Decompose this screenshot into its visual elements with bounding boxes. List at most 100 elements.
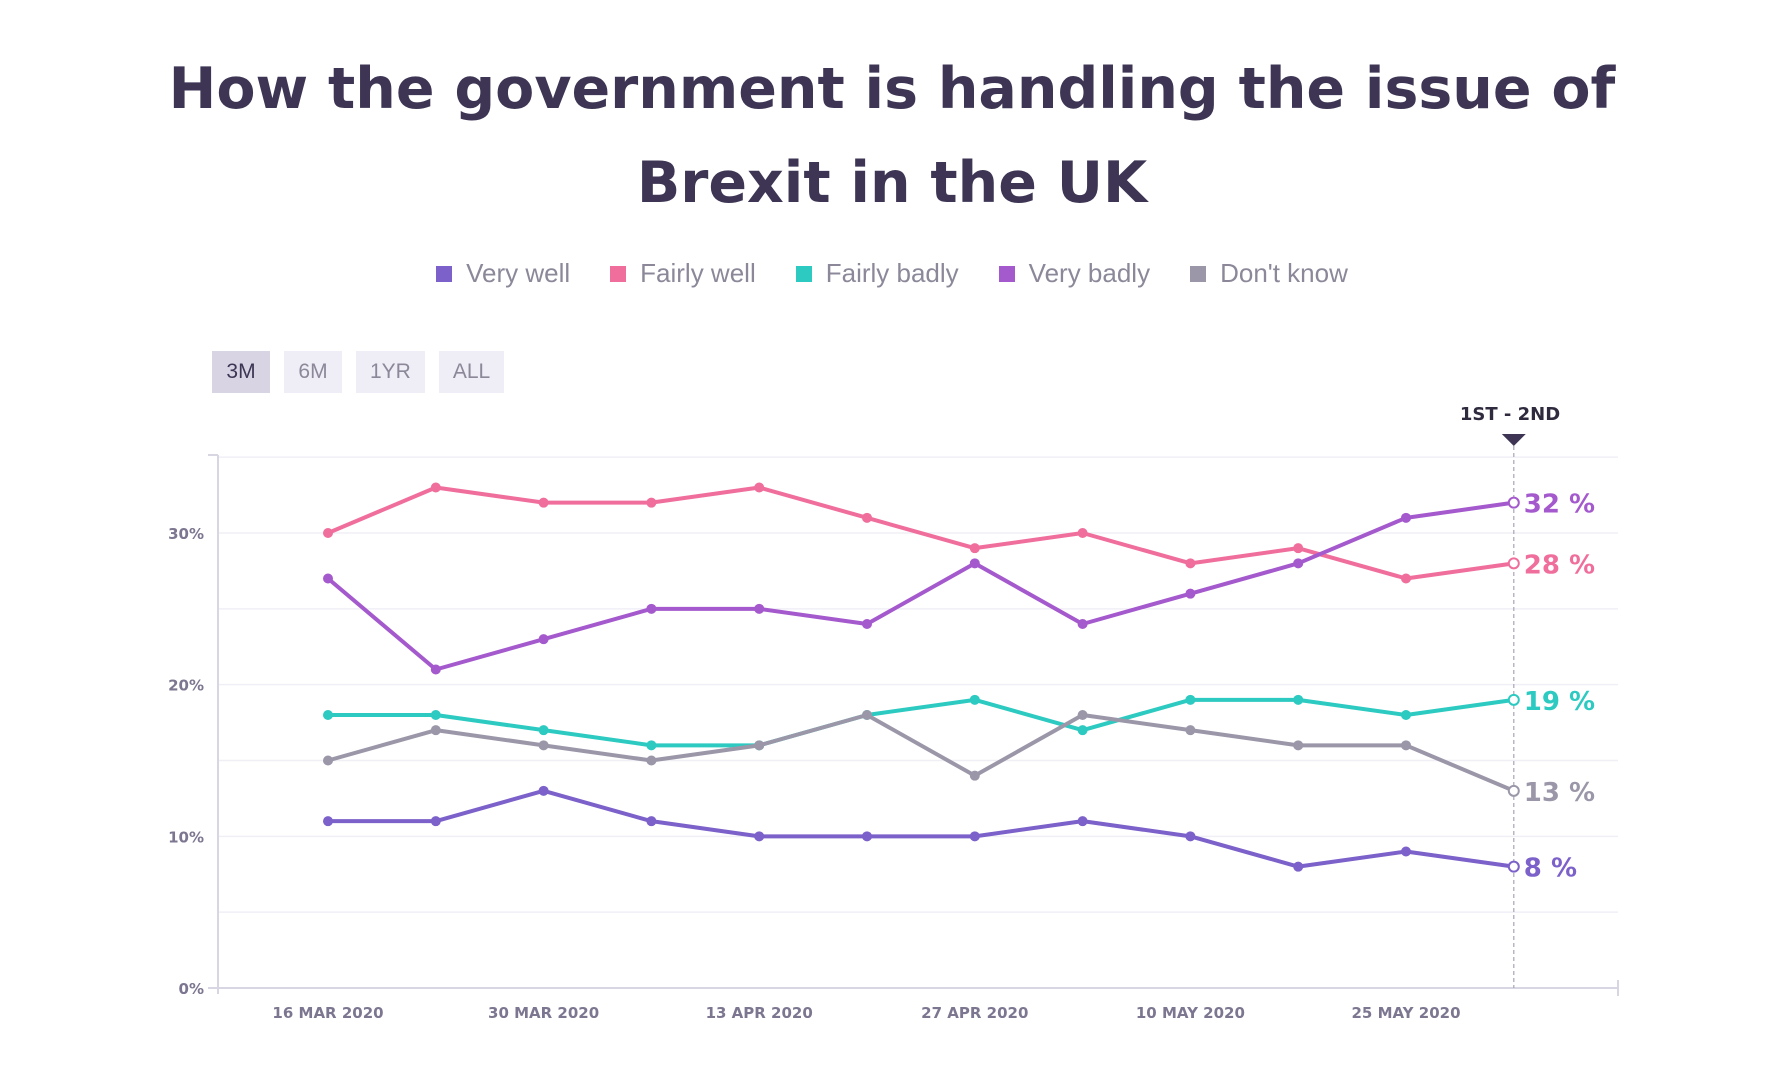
legend-item-fairly-well[interactable]: Fairly well xyxy=(610,258,756,289)
data-point-very-badly xyxy=(1077,619,1088,629)
data-point-don-t-know xyxy=(1185,725,1196,736)
data-point-fairly-badly xyxy=(1507,693,1520,706)
chart-title-line-1: How the government is handling the issue… xyxy=(168,56,1616,122)
data-point-fairly-well xyxy=(1401,573,1411,584)
data-point-fairly-badly xyxy=(1401,710,1411,720)
y-tick-label: 10% xyxy=(168,828,204,846)
legend-item-dont-know[interactable]: Don't know xyxy=(1190,258,1348,289)
range-button-1yr[interactable]: 1YR xyxy=(356,351,425,393)
data-point-don-t-know xyxy=(323,755,333,766)
range-button-6m[interactable]: 6M xyxy=(284,351,342,393)
x-tick-label: 13 APR 2020 xyxy=(706,1004,813,1022)
data-point-very-well xyxy=(1507,860,1520,873)
chart-title-line-2: Brexit in the UK xyxy=(636,150,1148,216)
data-point-fairly-well xyxy=(754,482,765,493)
data-point-don-t-know xyxy=(1077,710,1088,720)
marker-label: 1ST - 2ND xyxy=(1460,404,1560,425)
legend-swatch-fairly-badly xyxy=(795,265,812,282)
data-point-very-well xyxy=(1077,816,1088,827)
legend-label-fairly-badly: Fairly badly xyxy=(825,258,959,288)
data-point-very-badly xyxy=(646,603,657,614)
data-point-don-t-know xyxy=(862,710,872,720)
range-button-3m[interactable]: 3M xyxy=(212,351,270,393)
legend-label-very-well: Very well xyxy=(466,258,571,288)
data-point-very-badly xyxy=(1293,558,1304,569)
data-point-don-t-know xyxy=(1507,784,1520,797)
data-point-very-badly xyxy=(1185,588,1196,599)
data-point-don-t-know xyxy=(1401,740,1411,751)
current-period-marker: 1ST - 2ND xyxy=(1460,404,1560,988)
data-point-very-well xyxy=(1293,861,1304,872)
data-point-fairly-well xyxy=(646,497,657,508)
data-point-fairly-badly xyxy=(1077,725,1088,736)
legend-swatch-dont-know xyxy=(1190,265,1207,282)
data-point-very-badly xyxy=(1401,512,1411,523)
y-tick-label: 20% xyxy=(168,677,204,695)
end-label-don-t-know: 13 % xyxy=(1524,778,1595,808)
data-point-don-t-know xyxy=(646,755,657,766)
data-point-fairly-well xyxy=(1293,543,1304,554)
series-line-very-badly xyxy=(326,500,1515,672)
y-tick-label: 0% xyxy=(179,980,204,998)
data-point-very-badly xyxy=(969,558,980,569)
data-point-fairly-badly xyxy=(969,694,980,705)
series-lines: 8 % 28 % 19 % 32 % 13 % xyxy=(323,482,1595,884)
y-tick-label: 30% xyxy=(168,525,204,543)
series-line-fairly-badly xyxy=(328,697,1515,748)
data-point-fairly-well xyxy=(862,512,872,523)
series-line-don-t-know xyxy=(327,713,1515,793)
grid-lines xyxy=(218,456,1618,913)
data-point-very-well xyxy=(538,785,549,796)
series-line-fairly-well xyxy=(327,485,1515,581)
data-point-very-well xyxy=(430,816,441,827)
data-point-very-well xyxy=(862,831,872,842)
axes: 0% 10% 20% 30% 16 MAR 2020 30 MAR 2020 13 APR … xyxy=(168,454,1619,1022)
data-point-very-well xyxy=(1185,831,1196,842)
legend-item-very-well[interactable]: Very well xyxy=(436,258,570,289)
data-point-very-well xyxy=(646,816,657,827)
data-point-fairly-well xyxy=(323,528,333,538)
data-point-very-badly xyxy=(1507,496,1520,509)
data-point-fairly-badly xyxy=(646,740,657,751)
data-point-fairly-well xyxy=(538,497,549,508)
legend-label-fairly-well: Fairly well xyxy=(640,258,756,288)
legend-item-fairly-badly[interactable]: Fairly badly xyxy=(795,258,959,289)
x-tick-label: 30 MAR 2020 xyxy=(488,1004,599,1022)
data-point-fairly-well xyxy=(969,543,980,554)
time-range-selector: 3M 6M 1YR ALL xyxy=(212,351,505,393)
data-point-fairly-well xyxy=(1185,558,1196,569)
end-label-fairly-well: 28 % xyxy=(1524,550,1595,580)
data-point-don-t-know xyxy=(1293,740,1304,751)
data-point-very-badly xyxy=(862,619,872,629)
data-point-fairly-well xyxy=(1507,557,1520,570)
legend-label-very-badly: Very badly xyxy=(1028,258,1151,288)
legend-label-dont-know: Don't know xyxy=(1220,258,1348,288)
data-point-don-t-know xyxy=(538,740,549,751)
legend-item-very-badly[interactable]: Very badly xyxy=(998,258,1151,289)
end-label-very-well: 8 % xyxy=(1524,854,1577,884)
data-point-fairly-badly xyxy=(1293,694,1304,705)
data-point-fairly-badly xyxy=(538,725,549,736)
data-point-very-well xyxy=(754,831,765,842)
legend-swatch-very-well xyxy=(436,265,453,282)
marker-triangle-icon xyxy=(1501,434,1526,446)
end-label-very-badly: 32 % xyxy=(1524,490,1595,520)
data-point-very-well xyxy=(1401,846,1411,857)
data-point-fairly-badly xyxy=(323,710,333,720)
data-point-very-badly xyxy=(538,634,549,645)
data-point-don-t-know xyxy=(754,740,765,751)
data-point-fairly-badly xyxy=(1185,694,1196,705)
x-tick-label: 25 MAY 2020 xyxy=(1351,1004,1460,1022)
end-label-fairly-badly: 19 % xyxy=(1524,687,1595,717)
data-point-very-well xyxy=(323,816,333,827)
data-point-very-badly xyxy=(323,573,333,584)
x-tick-label: 27 APR 2020 xyxy=(921,1004,1028,1022)
data-point-don-t-know xyxy=(969,770,980,781)
data-point-fairly-well xyxy=(1077,528,1088,538)
x-tick-label: 10 MAY 2020 xyxy=(1136,1004,1245,1022)
x-tick-label: 16 MAR 2020 xyxy=(272,1004,383,1022)
range-button-all[interactable]: ALL xyxy=(438,351,505,393)
series-line-very-well xyxy=(328,788,1515,869)
chart-title: How the government is handling the issue… xyxy=(0,42,1784,230)
